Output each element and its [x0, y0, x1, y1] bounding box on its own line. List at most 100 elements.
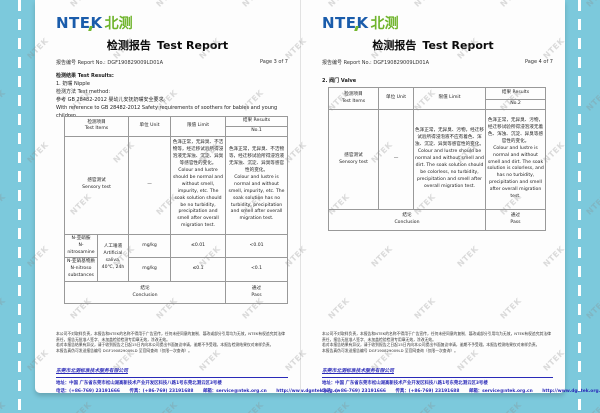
table-row-nitrosamine: N-亚硝胺 N-nitrosamine 人工唾液 Artificial saliva…	[64, 233, 289, 283]
cell-unit: mg/kg	[128, 257, 172, 283]
disclaimer-line: 本公司不对取样负责，本报告和NTEK的名称不得用于广告宣传，任何未经同意的复制、…	[56, 331, 285, 342]
col-header-limit: 限值 Limit	[413, 87, 486, 110]
disclaimer-line: 若对本报告结果有异议，请于收到报告之日起15日内向本公司提出书面复议申请，逾期不…	[322, 342, 540, 348]
watermark-text: NTEK	[326, 400, 352, 413]
cell-limit: 色泽正常，无异臭、不洁物等，经迁移试验所得浸泡液无浑浊、沉淀、异臭等感官性的变化…	[170, 135, 227, 235]
website-link: http://www.dgntek.org.cn	[542, 388, 600, 394]
watermark-text: NTEK	[68, 400, 94, 413]
disclaimer-line: 本报告真伪可发送报告编号 DGF190829009LD 至官网查询（仅限一次查询…	[56, 348, 192, 354]
report-meta-row: 报告编号 Report No.: DGF190829009LD01A Page …	[56, 59, 288, 66]
report-number: 报告编号 Report No.: DGF190829009LD01A	[56, 59, 163, 66]
cell-condition: 人工唾液 Artificial saliva, 40℃, 24h	[96, 233, 130, 283]
ntek-logo-cn: 北测	[370, 16, 399, 32]
watermark-text: NTEK	[0, 400, 8, 413]
fax: 传真：(+86-769) 23191688	[395, 388, 460, 394]
page-footer: 本公司不对取样负责，本报告和NTEK的名称不得用于广告宣传，任何未经同意的复制、…	[322, 331, 600, 394]
ntek-logo-text: NTEK	[322, 14, 369, 32]
cell-conclusion-result: 通过 Pass	[485, 209, 546, 231]
ntek-logo: NTEK 北测	[322, 13, 399, 33]
website-link: http://www.dgntek.org.cn	[276, 388, 341, 394]
fax: 传真：(+86-769) 23191688	[129, 388, 194, 394]
report-meta-row: 报告编号 Report No.: DGF190829009LD01A Page …	[322, 59, 553, 66]
cell-limit: ≤0.01	[170, 233, 227, 259]
company-contact: 电话：(+86-769) 23191666 传真：(+86-769) 23191…	[322, 388, 600, 394]
watermark-text: NTEK	[0, 192, 8, 217]
col-header-test-items: 检测项目 Test Items	[63, 116, 130, 137]
watermark-text: NTEK	[584, 296, 600, 321]
watermark-text: NTEK	[584, 88, 600, 113]
report-page-3: NTEK 北测 检测报告 Test Report 报告编号 Report No.: …	[35, 0, 340, 394]
phone: 电话：(+86-769) 23191666	[322, 388, 386, 394]
watermark-text: NTEK	[498, 400, 524, 413]
report-number: 报告编号 Report No.: DGF190829009LD01A	[322, 59, 429, 66]
report-number-label: 报告编号 Report No.:	[322, 60, 372, 66]
table-row-conclusion: 结论 Conclusion 通过 Pass	[63, 281, 289, 305]
watermark-text: NTEK	[0, 0, 7, 9]
watermark-text: NTEK	[0, 296, 8, 321]
cell-limit: ≤0.1	[170, 257, 227, 283]
document-panel: NTEK 北测 检测报告 Test Report 报告编号 Report No.: …	[35, 0, 600, 394]
cell-conclusion-label: 结论 Conclusion	[328, 209, 486, 231]
watermark-text: NTEK	[584, 192, 600, 217]
table-row-sensory: 感官测试 Sensory test — 色泽正常，无异臭、污物，经迁移试验所得浸泡…	[328, 109, 546, 210]
table-row-nitroso: N-亚硝基物质 N-nitroso substances mg/kg ≤0.1 <…	[64, 257, 289, 283]
report-page-4: NTEK 北测 检测报告 Test Report 报告编号 Report No.: …	[300, 0, 600, 394]
company-contact: 电话：(+86-769) 23191666 传真：(+86-769) 23191…	[56, 388, 340, 394]
cell-test-item: 感官测试 Sensory test	[328, 109, 379, 210]
watermark-text: NTEK	[240, 400, 266, 413]
section-valve: 2. 阀门 Valve	[322, 78, 357, 84]
report-number-value: DGF190829009LD01A	[373, 60, 429, 66]
cell-result: <0.01	[225, 233, 289, 259]
results-table-valve: 检测项目 Test Items 单位 Unit 限值 Limit 结果 Resul…	[328, 87, 546, 231]
cell-test-item: 感官测试 Sensory test	[63, 135, 130, 235]
col-header-unit: 单位 Unit	[378, 87, 414, 110]
disclaimer-line: 本公司不对取样负责，本报告和NTEK的名称不得用于广告宣传，任何未经同意的复制、…	[322, 331, 551, 342]
watermark-text: NTEK	[154, 400, 180, 413]
sample-line: 1. 奶嘴 Nipple	[56, 81, 90, 87]
col-header-results: 结果 Results	[485, 87, 546, 100]
company-address: 地址：中国 广东省东莞市松山湖高新技术产业开发区科技八路1号东莞北测云区3号楼	[56, 380, 222, 386]
frame-dashed-line-left	[18, 0, 21, 413]
title-cn: 检测报告	[372, 39, 417, 52]
table-row-conclusion: 结论 Conclusion 通过 Pass	[328, 209, 546, 231]
title-en: Test Report	[422, 39, 494, 52]
col-header-limit: 限值 Limit	[170, 116, 227, 137]
email: 邮箱：service@ntek.org.cn	[468, 388, 533, 394]
ntek-logo-text: NTEK	[56, 14, 103, 32]
frame-dashed-line-right	[578, 0, 581, 413]
footer-disclaimer: 本公司不对取样负责，本报告和NTEK的名称不得用于广告宣传，任何未经同意的复制、…	[56, 331, 288, 354]
ntek-logo: NTEK 北测	[56, 13, 133, 33]
cell-unit: mg/kg	[128, 233, 172, 259]
cell-result: 色泽正常，无异臭、不洁物等，经迁移试验所得浸泡液无浑浊、沉淀、异臭等感官性的变化…	[225, 135, 289, 235]
report-number-value: DGF190829009LD01A	[107, 60, 163, 66]
page-title: 检测报告 Test Report	[301, 37, 565, 53]
watermark-text: NTEK	[585, 0, 600, 9]
cell-result: 色泽正常，无异臭、污物，经迁移试验所得浸泡液无着色、浑浊、沉淀、异臭等感官性的变…	[485, 109, 546, 210]
page-number: Page 3 of 7	[259, 59, 288, 65]
report-number-label: 报告编号 Report No.:	[56, 60, 106, 66]
page-footer: 本公司不对取样负责，本报告和NTEK的名称不得用于广告宣传，任何未经同意的复制、…	[56, 331, 340, 394]
cell-conclusion-label: 结论 Conclusion	[63, 281, 227, 305]
page-title: 检测报告 Test Report	[35, 37, 300, 53]
ntek-logo-cn: 北测	[104, 16, 133, 32]
footer-company-line: 东莞市北测标准技术服务有限公司	[56, 357, 288, 378]
disclaimer-line: 本报告真伪可发送报告编号 DGF190829009LD 至官网查询（仅限一次查询…	[322, 348, 458, 354]
watermark-text: NTEK	[584, 400, 600, 413]
cell-conclusion-result: 通过 Pass	[225, 281, 289, 305]
col-header-sample-no: No.2	[485, 99, 546, 110]
col-header-results: 结果 Results	[225, 116, 289, 127]
cell-unit: —	[378, 109, 414, 210]
col-header-sample-no: No.1	[225, 125, 289, 137]
page-number: Page 4 of 7	[524, 59, 553, 65]
footer-disclaimer: 本公司不对取样负责，本报告和NTEK的名称不得用于广告宣传，任何未经同意的复制、…	[322, 331, 553, 354]
results-table-nipple: 检测项目 Test Items 单位 Unit 限值 Limit 结果 Resul…	[63, 116, 289, 305]
table-row-sensory: 感官测试 Sensory test — 色泽正常，无异臭、不洁物等，经迁移试验所得…	[63, 135, 289, 235]
company-name: 东莞市北测标准技术服务有限公司	[322, 368, 394, 374]
cell-unit: —	[128, 135, 172, 235]
col-header-test-items: 检测项目 Test Items	[328, 87, 379, 110]
cell-test-item: N-亚硝基物质 N-nitroso substances	[64, 257, 98, 283]
company-name: 东莞市北测标准技术服务有限公司	[56, 368, 128, 374]
cell-limit: 色泽正常，无异臭、污物，经迁移试验所得浸泡液不应有着色、浑浊、沉淀、异臭等感官性…	[413, 109, 486, 210]
phone: 电话：(+86-769) 23191666	[56, 388, 120, 394]
